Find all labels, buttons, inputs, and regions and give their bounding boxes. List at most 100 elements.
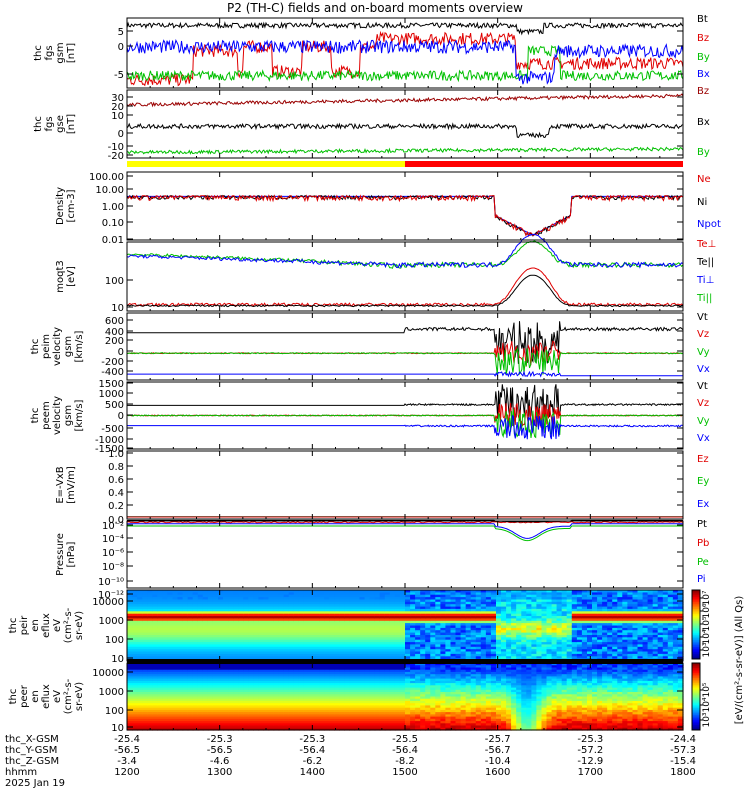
spectrogram-cell <box>177 646 184 650</box>
spectrogram-cell <box>152 663 158 666</box>
spectrogram-cell <box>293 599 300 603</box>
spectrogram-cell <box>546 630 553 634</box>
spectrogram-cell <box>339 692 345 695</box>
spectrogram-cell <box>142 716 148 720</box>
spectrogram-cell <box>298 644 305 648</box>
spectrogram-cell <box>127 630 133 634</box>
spectrogram-cell <box>223 653 229 657</box>
spectrogram-cell <box>223 606 229 610</box>
spectrogram-cell <box>228 692 234 695</box>
spectrogram-cell <box>597 604 603 608</box>
spectrogram-cell <box>187 611 194 615</box>
spectrogram-cell <box>672 608 679 612</box>
spectrogram-cell <box>420 632 426 636</box>
spectrogram-cell <box>374 623 381 627</box>
spectrogram-cell <box>142 705 148 709</box>
spectrogram-cell <box>303 669 310 673</box>
spectrogram-cell <box>581 604 588 608</box>
spectrogram-cell <box>324 694 330 698</box>
spectrogram-cell <box>177 692 184 695</box>
spectrogram-cell <box>526 590 532 593</box>
spectrogram-cell <box>369 692 376 695</box>
spectrogram-cell <box>258 604 265 608</box>
spectrogram-cell <box>238 694 244 698</box>
spectrogram-cell <box>157 646 163 650</box>
spectrogram-cell <box>344 651 350 655</box>
spectrogram-cell <box>157 616 163 619</box>
spectrogram-cell <box>319 625 325 629</box>
spectrogram-cell <box>228 644 234 648</box>
spectrogram-cell <box>389 663 396 666</box>
spectrogram-cell <box>405 656 411 660</box>
spectrogram-cell <box>182 685 189 689</box>
spectrogram-cell <box>248 707 254 711</box>
spectrogram-cell <box>667 606 674 610</box>
spectrogram-cell <box>445 608 452 612</box>
spectrogram-cell <box>617 611 623 615</box>
spectrogram-cell <box>612 642 618 646</box>
spectrogram-cell <box>637 623 644 627</box>
spectrogram-cell <box>334 639 340 643</box>
spectrogram-cell <box>212 623 219 627</box>
spectrogram-cell <box>440 611 447 615</box>
spectrogram-cell <box>253 601 260 605</box>
spectrogram-cell <box>359 689 366 693</box>
spectrogram-cell <box>207 678 214 682</box>
spectrogram-cell <box>147 687 153 691</box>
spectrogram-cell <box>288 618 295 622</box>
spectrogram-cell <box>248 687 254 691</box>
spectrogram-cell <box>192 653 199 657</box>
spectrogram-cell <box>344 705 350 709</box>
spectrogram-cell <box>218 630 224 634</box>
spectrogram-cell <box>581 630 588 634</box>
spectrogram-cell <box>379 642 386 646</box>
spectrogram-cell <box>652 639 659 643</box>
spectrogram-cell <box>587 635 593 638</box>
spectrogram-cell <box>571 646 578 650</box>
spectrogram-cell <box>344 613 350 617</box>
spectrogram-cell <box>182 608 189 612</box>
spectrogram-cell <box>566 625 573 629</box>
spectrogram-cell <box>258 674 265 677</box>
spectrogram-cell <box>334 611 340 615</box>
spectrogram-cell <box>177 590 184 593</box>
spectrogram-cell <box>314 723 320 727</box>
spectrogram-cell <box>197 701 204 704</box>
spectrogram-cell <box>218 723 224 727</box>
spectrogram-cell <box>248 718 254 722</box>
spectrogram-cell <box>652 599 659 603</box>
spectrogram-cell <box>455 627 462 631</box>
spectrogram-cell <box>197 635 204 638</box>
spectrogram-cell <box>470 656 477 660</box>
spectrogram-cell <box>172 620 179 624</box>
spectrogram-cell <box>263 623 270 627</box>
spectrogram-cell <box>571 630 578 634</box>
spectrogram-cell <box>455 618 462 622</box>
spectrogram-cell <box>349 601 356 605</box>
spectrogram-cell <box>243 721 249 724</box>
spectrogram-cell <box>405 627 411 631</box>
spectrogram-cell <box>587 618 593 622</box>
spectrogram-cell <box>612 597 618 601</box>
spectrogram-cell <box>384 592 391 596</box>
spectrogram-cell <box>278 630 285 634</box>
spectrogram-cell <box>602 611 608 615</box>
spectrogram-cell <box>541 644 548 648</box>
spectrogram-cell <box>359 665 366 668</box>
spectrogram-cell <box>253 701 260 704</box>
spectrogram-cell <box>334 606 340 610</box>
spectrogram-cell <box>415 608 421 612</box>
spectrogram-cell <box>536 646 543 650</box>
spectrogram-cell <box>662 606 669 610</box>
spectrogram-cell <box>182 687 189 691</box>
spectrogram-cell <box>162 680 169 684</box>
spectrogram-cell <box>152 694 158 698</box>
spectrogram-cell <box>506 606 512 610</box>
spectrogram-cell <box>167 627 174 631</box>
spectrogram-cell <box>162 689 169 693</box>
spectrogram-cell <box>485 635 492 638</box>
spectrogram-cell <box>258 683 265 686</box>
spectrogram-cell <box>405 604 411 608</box>
spectrogram-cell <box>379 665 386 668</box>
spectrogram-cell <box>359 592 366 596</box>
